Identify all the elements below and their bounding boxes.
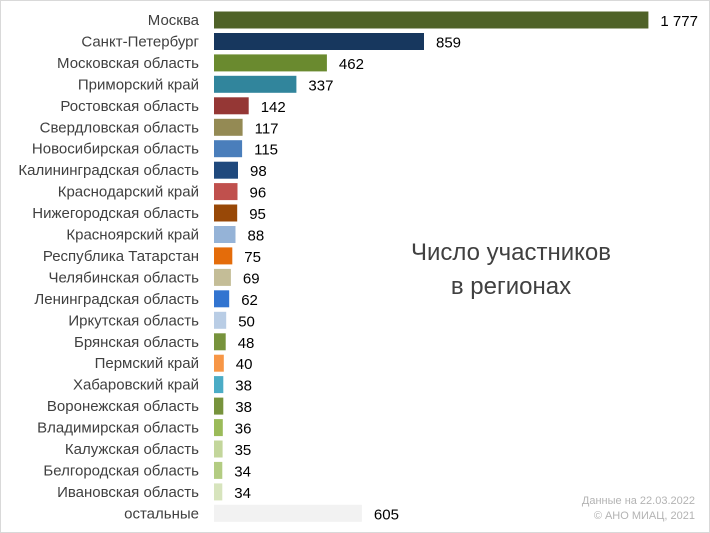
category-label: остальные xyxy=(124,505,199,522)
category-label: Нижегородская область xyxy=(32,205,199,222)
bar xyxy=(214,290,230,308)
source-credits: Данные на 22.03.2022 © АНО МИАЦ, 2021 xyxy=(582,494,695,524)
bar xyxy=(214,204,238,222)
value-label: 69 xyxy=(243,270,260,287)
category-label: Калининградская область xyxy=(18,162,199,179)
category-label: Республика Татарстан xyxy=(43,248,199,265)
bar xyxy=(214,268,231,286)
value-label: 34 xyxy=(234,485,251,502)
category-label: Челябинская область xyxy=(48,269,199,286)
bar xyxy=(214,247,233,265)
copyright-text: © АНО МИАЦ, 2021 xyxy=(593,510,695,522)
value-label: 142 xyxy=(261,99,286,116)
bar xyxy=(214,354,224,372)
bar xyxy=(214,333,226,351)
category-label: Новосибирская область xyxy=(32,141,199,158)
category-label: Пермский край xyxy=(95,355,199,372)
value-label: 462 xyxy=(339,56,364,73)
category-label: Свердловская область xyxy=(40,119,200,136)
value-label: 62 xyxy=(241,292,258,309)
bar xyxy=(214,140,243,158)
category-label: Москва xyxy=(148,12,200,29)
category-label: Красноярский край xyxy=(66,227,199,244)
bar xyxy=(214,11,649,29)
category-label: Калужская область xyxy=(65,441,199,458)
value-label: 98 xyxy=(250,163,267,180)
value-label: 36 xyxy=(235,421,252,438)
bar xyxy=(214,75,297,93)
value-label: 117 xyxy=(255,120,279,137)
category-label: Приморский край xyxy=(78,76,199,93)
value-labels-group: 1 777 859 462 337 142 117 115 98 96 95 88 75 69 62 50 4… xyxy=(234,13,698,523)
category-label: Хабаровский край xyxy=(73,377,199,394)
value-label: 337 xyxy=(308,77,333,94)
bar xyxy=(214,461,223,479)
bar xyxy=(214,483,223,501)
category-label: Воронежская область xyxy=(47,398,199,415)
value-label: 96 xyxy=(250,185,267,202)
bars-group xyxy=(214,11,649,522)
category-label: Санкт-Петербург xyxy=(81,34,199,51)
value-label: 75 xyxy=(244,249,261,266)
bar xyxy=(214,161,238,179)
bar xyxy=(214,54,327,72)
bar xyxy=(214,226,236,243)
bar xyxy=(214,311,227,329)
category-label: Краснодарский край xyxy=(58,184,199,201)
value-label: 40 xyxy=(236,356,253,373)
category-label: Ивановская область xyxy=(57,484,199,501)
value-label: 35 xyxy=(235,442,252,459)
category-label: Ленинградская область xyxy=(34,291,199,308)
category-label: Иркутская область xyxy=(68,312,199,329)
data-date-text: Данные на 22.03.2022 xyxy=(581,495,695,507)
bar xyxy=(214,440,223,458)
value-label: 859 xyxy=(436,35,461,52)
bar xyxy=(214,376,224,394)
category-label: Московская область xyxy=(57,55,199,72)
category-label: Ростовская область xyxy=(60,98,199,115)
value-label: 50 xyxy=(238,313,255,330)
bar xyxy=(214,397,224,415)
annotation-line-1: Число участников xyxy=(410,239,612,266)
value-label: 1 777 xyxy=(660,13,698,30)
value-label: 38 xyxy=(235,399,252,416)
value-label: 115 xyxy=(254,142,278,159)
category-label: Брянская область xyxy=(74,334,199,351)
bar xyxy=(214,118,243,136)
bar xyxy=(214,419,223,437)
value-label: 88 xyxy=(248,228,265,245)
value-label: 48 xyxy=(238,335,255,352)
annotation-line-2: в регионах xyxy=(450,273,572,300)
category-label: Белгородская область xyxy=(43,462,199,479)
bar xyxy=(214,183,238,201)
value-label: 34 xyxy=(234,463,251,480)
chart-annotation: Число участников в регионах xyxy=(361,236,661,304)
bar xyxy=(214,504,362,522)
bar xyxy=(214,97,249,115)
value-label: 605 xyxy=(374,506,399,523)
category-labels-group: Москва Санкт-Петербург Московская область П… xyxy=(18,12,199,522)
category-label: Владимирская область xyxy=(37,420,199,437)
value-label: 95 xyxy=(249,206,266,223)
bar xyxy=(214,33,424,50)
value-label: 38 xyxy=(235,378,252,395)
